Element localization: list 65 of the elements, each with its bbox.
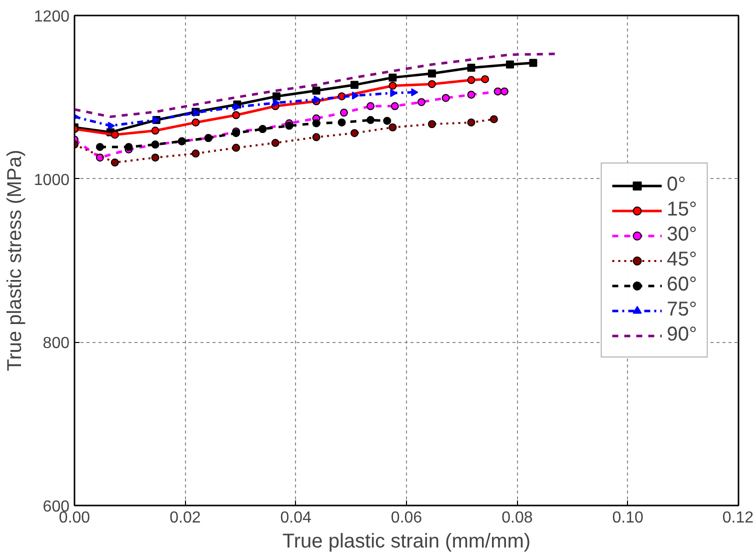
point xyxy=(417,98,426,106)
point xyxy=(232,111,240,120)
point xyxy=(272,98,280,107)
point xyxy=(96,142,104,151)
point xyxy=(192,118,200,126)
point xyxy=(352,92,360,100)
x-tick-label: 0.04 xyxy=(280,510,312,526)
point xyxy=(467,76,476,84)
point xyxy=(490,115,498,124)
legend-label: 75° xyxy=(666,298,697,322)
point xyxy=(388,123,397,132)
point xyxy=(151,126,160,135)
x-tick-label: 0.12 xyxy=(722,510,753,526)
legend-label: 15° xyxy=(666,198,697,222)
point xyxy=(467,90,476,99)
point xyxy=(110,130,119,139)
y-tick-label: 800 xyxy=(42,335,70,352)
point xyxy=(428,120,436,128)
y-tick-label: 1200 xyxy=(34,8,70,26)
point xyxy=(151,154,160,162)
y-axis-title: True plastic stress (MPa) xyxy=(4,150,26,372)
point xyxy=(494,87,502,96)
point xyxy=(411,88,418,96)
legend-label: 0° xyxy=(666,174,687,196)
x-tick-label: 0.02 xyxy=(170,510,201,526)
legend-label: 30° xyxy=(666,224,697,246)
y-tick-label: 1000 xyxy=(34,172,70,189)
point xyxy=(467,64,476,72)
point xyxy=(285,122,294,130)
point xyxy=(388,82,397,90)
point xyxy=(124,142,133,151)
legend-label: 90° xyxy=(666,324,697,346)
point xyxy=(390,102,399,110)
point xyxy=(272,92,280,100)
point xyxy=(428,80,436,88)
point xyxy=(388,74,397,82)
point xyxy=(467,118,476,126)
point xyxy=(340,108,348,117)
point xyxy=(312,133,320,142)
point xyxy=(529,58,538,67)
point xyxy=(192,150,200,158)
point xyxy=(110,158,119,166)
legend-label: 60° xyxy=(666,274,697,296)
x-tick-label: 0.10 xyxy=(612,510,644,526)
point xyxy=(506,60,514,68)
point xyxy=(350,129,358,138)
point xyxy=(271,138,280,147)
x-tick-label: 0.06 xyxy=(390,510,422,526)
point xyxy=(442,94,450,102)
point xyxy=(108,122,116,130)
point xyxy=(366,116,375,124)
point xyxy=(312,86,320,95)
point xyxy=(366,102,375,110)
point xyxy=(350,80,358,89)
point xyxy=(383,116,392,125)
point xyxy=(338,118,346,126)
point xyxy=(232,144,240,152)
x-tick-label: 0.08 xyxy=(502,510,533,526)
point xyxy=(500,87,508,96)
line-series xyxy=(74,52,558,118)
point xyxy=(481,75,490,84)
point xyxy=(312,119,320,128)
point xyxy=(428,69,436,78)
x-axis-title: True plastic strain (mm/mm) xyxy=(282,530,531,552)
legend-label: 45° xyxy=(666,248,697,272)
